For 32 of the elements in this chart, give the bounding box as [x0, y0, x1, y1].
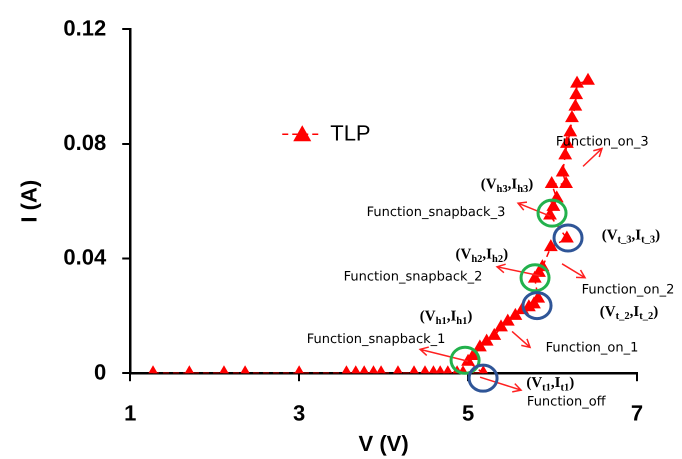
x-axis-title: V (V): [358, 430, 409, 456]
x-tick-label: 3: [293, 400, 306, 426]
point: [544, 176, 559, 188]
point: [508, 308, 522, 320]
point: [581, 72, 595, 85]
point: [568, 98, 582, 111]
point: [480, 334, 494, 346]
point: [556, 164, 570, 177]
point: [570, 76, 584, 88]
annotation: Function_snapback_3: [366, 204, 506, 220]
annotation: Function_on_1: [546, 340, 638, 356]
y-tick-label: 0.08: [63, 130, 106, 155]
point: [565, 110, 579, 122]
point: [569, 87, 584, 100]
annotation: Function_snapback_2: [344, 269, 482, 284]
y-tick-label: 0.04: [63, 244, 107, 270]
point: [500, 314, 515, 326]
point: [494, 319, 508, 332]
annotation: Function_snapback_1: [306, 332, 446, 348]
x-tick-label: 5: [462, 400, 474, 426]
annotation: Function_off: [526, 394, 607, 410]
annotation: Function_on_2: [582, 282, 674, 298]
y-tick-label: 0.12: [63, 15, 106, 40]
point: [544, 239, 558, 252]
point: [559, 176, 573, 188]
x-tick-label: 7: [630, 400, 644, 426]
point: [563, 124, 578, 136]
x-tick-label: 1: [124, 400, 136, 426]
point: [487, 328, 502, 340]
y-axis-title: I (A): [16, 180, 42, 223]
y-tick-label: 0: [94, 359, 106, 384]
legend-label: TLP: [330, 120, 371, 146]
